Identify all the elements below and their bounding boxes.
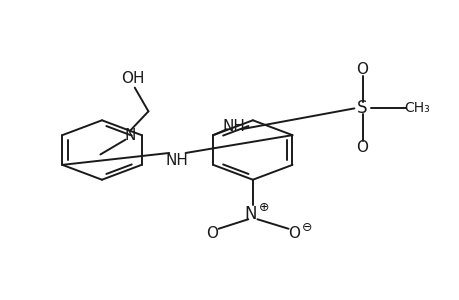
Text: OH: OH	[120, 71, 144, 86]
Text: O: O	[287, 226, 299, 241]
Text: ⊖: ⊖	[301, 221, 311, 234]
Text: N: N	[244, 205, 256, 223]
Text: N: N	[124, 128, 135, 142]
Text: O: O	[356, 140, 368, 154]
Text: O: O	[356, 62, 368, 77]
Text: NH: NH	[222, 119, 245, 134]
Text: CH₃: CH₃	[404, 101, 430, 116]
Text: O: O	[205, 226, 217, 241]
Text: ⊕: ⊕	[258, 202, 269, 214]
Text: NH: NH	[166, 153, 189, 168]
Text: S: S	[357, 99, 367, 117]
